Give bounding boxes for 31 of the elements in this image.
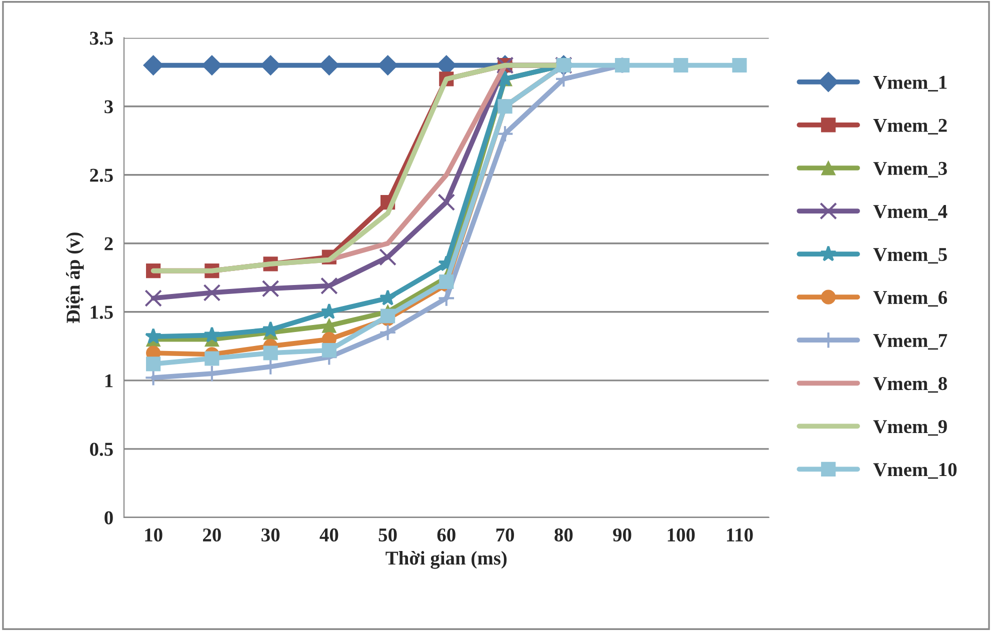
y-tick-label: 3 [104, 100, 113, 114]
legend-label: Vmem_5 [873, 248, 947, 264]
y-axis-title: Điện áp (v) [66, 232, 84, 324]
x-axis-title: Thời gian (ms) [386, 551, 507, 569]
legend-label: Vmem_3 [873, 162, 947, 178]
x-tick-label: 110 [727, 528, 753, 542]
legend-label: Vmem_7 [873, 334, 948, 350]
y-tick-label: 1.5 [90, 306, 113, 319]
x-tick-label: 60 [437, 528, 456, 542]
x-tick-label: 100 [668, 528, 695, 542]
y-tick-label: 3.5 [90, 32, 113, 45]
legend-label: Vmem_8 [873, 377, 947, 393]
legend-label: Vmem_6 [873, 291, 948, 307]
x-tick-label: 70 [496, 528, 514, 542]
legend-label: Vmem_10 [873, 463, 957, 479]
x-tick-label: 90 [613, 528, 632, 542]
x-tick-label: 80 [554, 528, 573, 542]
y-tick-label: 0 [104, 511, 113, 524]
x-tick-label: 30 [262, 528, 280, 542]
legend-label: Vmem_9 [873, 420, 947, 436]
legend-label: Vmem_4 [873, 205, 948, 221]
x-tick-label: 20 [203, 528, 221, 542]
y-tick-label: 1 [105, 374, 113, 388]
x-tick-label: 10 [145, 528, 162, 542]
x-tick-label: 40 [320, 528, 338, 542]
legend-label: Vmem_2 [873, 118, 947, 134]
x-tick-label: 50 [378, 528, 397, 542]
y-tick-label: 2.5 [90, 168, 113, 182]
y-tick-label: 0.5 [90, 442, 113, 456]
y-tick-label: 2 [104, 237, 113, 250]
legend-label: Vmem_1 [873, 76, 947, 92]
